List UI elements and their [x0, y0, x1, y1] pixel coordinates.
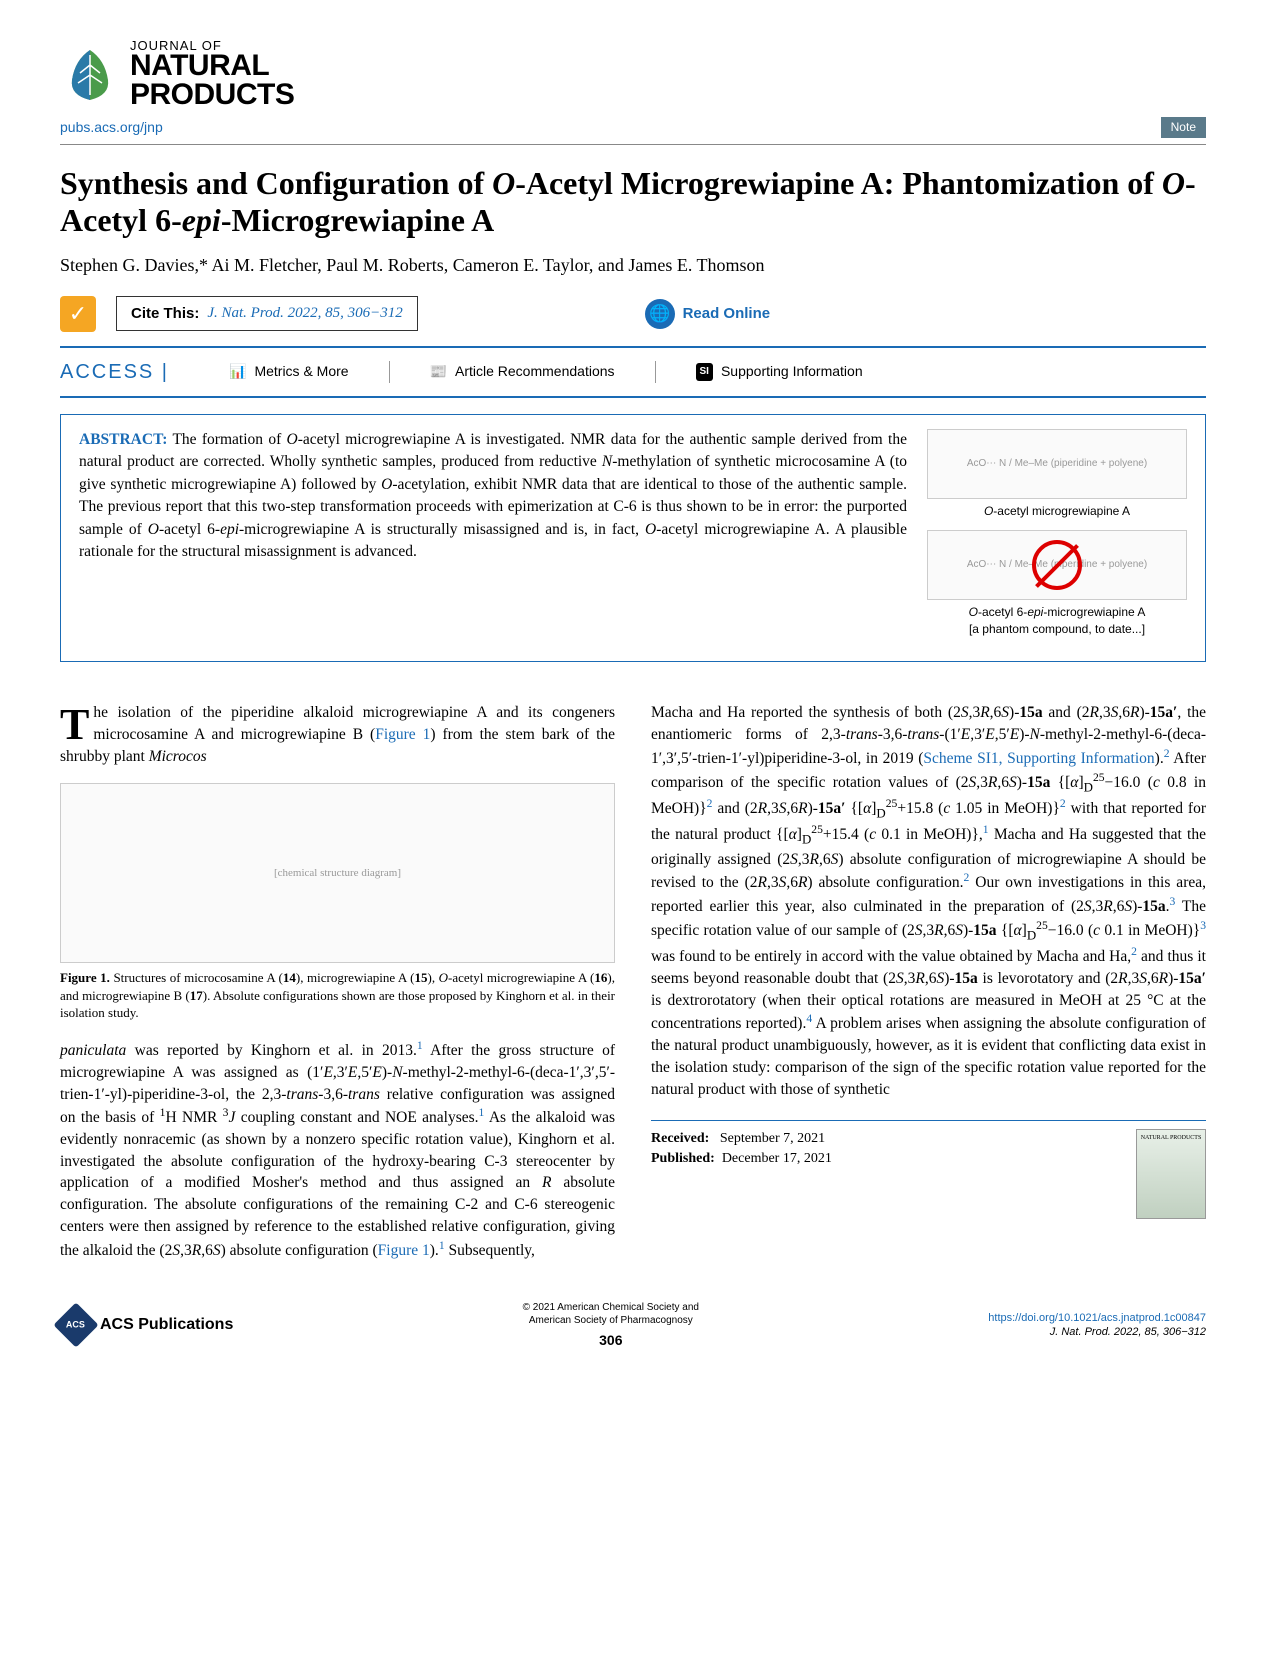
cite-box[interactable]: Cite This: J. Nat. Prod. 2022, 85, 306−3…	[116, 296, 418, 331]
received-date: September 7, 2021	[720, 1131, 825, 1146]
figure-1: [chemical structure diagram] Figure 1. S…	[60, 783, 615, 1022]
read-online-link[interactable]: 🌐 Read Online	[645, 299, 771, 329]
col1-intro: he isolation of the piperidine alkaloid …	[60, 704, 615, 764]
molecule-1: AcO⋯ N / Me–Me (piperidine + polyene)	[927, 429, 1187, 499]
abstract-box: ABSTRACT: The formation of O-acetyl micr…	[60, 414, 1206, 662]
si-label: Supporting Information	[721, 362, 863, 382]
page-number: 306	[233, 1331, 988, 1349]
metrics-icon: 📊	[229, 362, 246, 382]
journal-big-text-1: NATURAL	[130, 52, 294, 81]
received-block: Received: September 7, 2021 Published: D…	[651, 1120, 1206, 1219]
molecule-1-label: O-acetyl microgrewiapine A	[927, 503, 1187, 520]
recommendations-label: Article Recommendations	[455, 362, 615, 382]
metrics-link[interactable]: 📊 Metrics & More	[229, 362, 349, 382]
body-columns: The isolation of the piperidine alkaloid…	[60, 702, 1206, 1261]
acs-publications[interactable]: ACS ACS Publications	[60, 1309, 233, 1341]
sub-header: pubs.acs.org/jnp Note	[60, 117, 1206, 138]
journal-name: JOURNAL OF NATURAL PRODUCTS	[130, 40, 294, 109]
published-label: Published:	[651, 1151, 715, 1166]
globe-icon: 🌐	[645, 299, 675, 329]
journal-big-text-2: PRODUCTS	[130, 81, 294, 110]
abstract-label: ABSTRACT:	[79, 431, 167, 448]
cite-row: ✓ Cite This: J. Nat. Prod. 2022, 85, 306…	[60, 296, 1206, 332]
figure-1-image: [chemical structure diagram]	[60, 783, 615, 963]
journal-logo-block: JOURNAL OF NATURAL PRODUCTS	[60, 40, 294, 109]
access-label: ACCESS |	[60, 358, 169, 386]
doi-link[interactable]: https://doi.org/10.1021/acs.jnatprod.1c0…	[988, 1311, 1206, 1325]
cover-thumbnail[interactable]: NATURAL PRODUCTS	[1136, 1129, 1206, 1219]
received-label: Received:	[651, 1131, 709, 1146]
read-online-label: Read Online	[683, 303, 771, 324]
recommendations-link[interactable]: 📰 Article Recommendations	[430, 362, 615, 382]
check-icon: ✓	[60, 296, 96, 332]
published-date: December 17, 2021	[722, 1151, 832, 1166]
dropcap: T	[60, 702, 93, 743]
abstract-text: ABSTRACT: The formation of O-acetyl micr…	[79, 429, 907, 647]
pubs-link[interactable]: pubs.acs.org/jnp	[60, 118, 163, 138]
col1-body: paniculata was reported by Kinghorn et a…	[60, 1038, 615, 1261]
article-title: Synthesis and Configuration of O-Acetyl …	[60, 165, 1206, 239]
footer: ACS ACS Publications © 2021 American Che…	[60, 1301, 1206, 1349]
copyright-2: American Society of Pharmacognosy	[233, 1314, 988, 1327]
acs-logo-icon: ACS	[53, 1303, 98, 1348]
note-badge: Note	[1161, 117, 1206, 138]
article-icon: 📰	[430, 362, 447, 382]
cite-ref: J. Nat. Prod. 2022, 85, 306−312	[207, 303, 402, 324]
prohibited-icon	[1032, 540, 1082, 590]
si-badge: SI	[696, 363, 713, 381]
si-link[interactable]: SI Supporting Information	[696, 362, 863, 382]
access-sep-1	[389, 361, 390, 383]
metrics-label: Metrics & More	[254, 362, 348, 382]
cite-label: Cite This:	[131, 303, 199, 324]
footer-right: https://doi.org/10.1021/acs.jnatprod.1c0…	[988, 1311, 1206, 1340]
access-sep-2	[655, 361, 656, 383]
molecule-2-label: O-acetyl 6-epi-microgrewiapine A[a phant…	[927, 604, 1187, 638]
footer-ref: J. Nat. Prod. 2022, 85, 306−312	[988, 1325, 1206, 1339]
copyright-1: © 2021 American Chemical Society and	[233, 1301, 988, 1314]
authors: Stephen G. Davies,* Ai M. Fletcher, Paul…	[60, 253, 1206, 278]
leaf-icon	[60, 45, 120, 105]
header: JOURNAL OF NATURAL PRODUCTS	[60, 40, 1206, 109]
col2-body: Macha and Ha reported the synthesis of b…	[651, 702, 1206, 1100]
column-2: Macha and Ha reported the synthesis of b…	[651, 702, 1206, 1261]
footer-center: © 2021 American Chemical Society and Ame…	[233, 1301, 988, 1349]
figure-1-caption: Figure 1. Structures of microcosamine A …	[60, 969, 615, 1022]
acs-label: ACS Publications	[100, 1314, 233, 1336]
abstract-figure: AcO⋯ N / Me–Me (piperidine + polyene) O-…	[927, 429, 1187, 647]
molecule-2: AcO⋯ N / Me–Me (piperidine + polyene)	[927, 530, 1187, 600]
column-1: The isolation of the piperidine alkaloid…	[60, 702, 615, 1261]
abstract-body: The formation of O-acetyl microgrewiapin…	[79, 431, 907, 560]
divider	[60, 144, 1206, 145]
access-row: ACCESS | 📊 Metrics & More 📰 Article Reco…	[60, 346, 1206, 398]
